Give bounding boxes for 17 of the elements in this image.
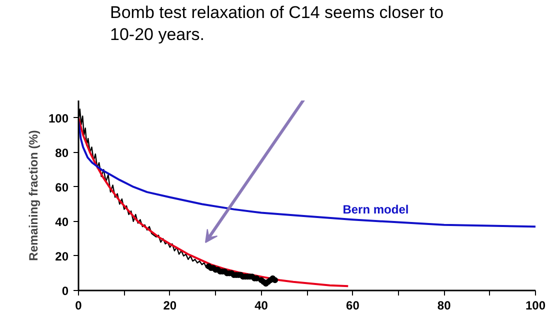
series-label: Bern model <box>342 202 409 217</box>
y-tick-label: 100 <box>48 111 69 126</box>
point <box>272 277 278 284</box>
y-axis-title: Remaining fraction (%) <box>26 130 40 261</box>
x-tick-label: 0 <box>75 298 82 312</box>
x-tick-label: 20 <box>163 298 177 312</box>
y-tick-label: 20 <box>55 249 69 264</box>
y-tick-label: 0 <box>62 284 69 298</box>
line-series <box>78 120 536 228</box>
x-tick-label: 80 <box>437 298 452 312</box>
x-tick-label: 100 <box>525 298 546 312</box>
x-tick-label: 60 <box>346 298 360 312</box>
y-tick-label: 40 <box>55 214 69 229</box>
x-tick-label: 40 <box>254 298 268 312</box>
y-tick-label: 60 <box>55 180 69 194</box>
text: Bomb test relaxation of C14 seems closer to 10-20 years. <box>110 2 445 46</box>
y-tick-label: 80 <box>55 146 69 160</box>
